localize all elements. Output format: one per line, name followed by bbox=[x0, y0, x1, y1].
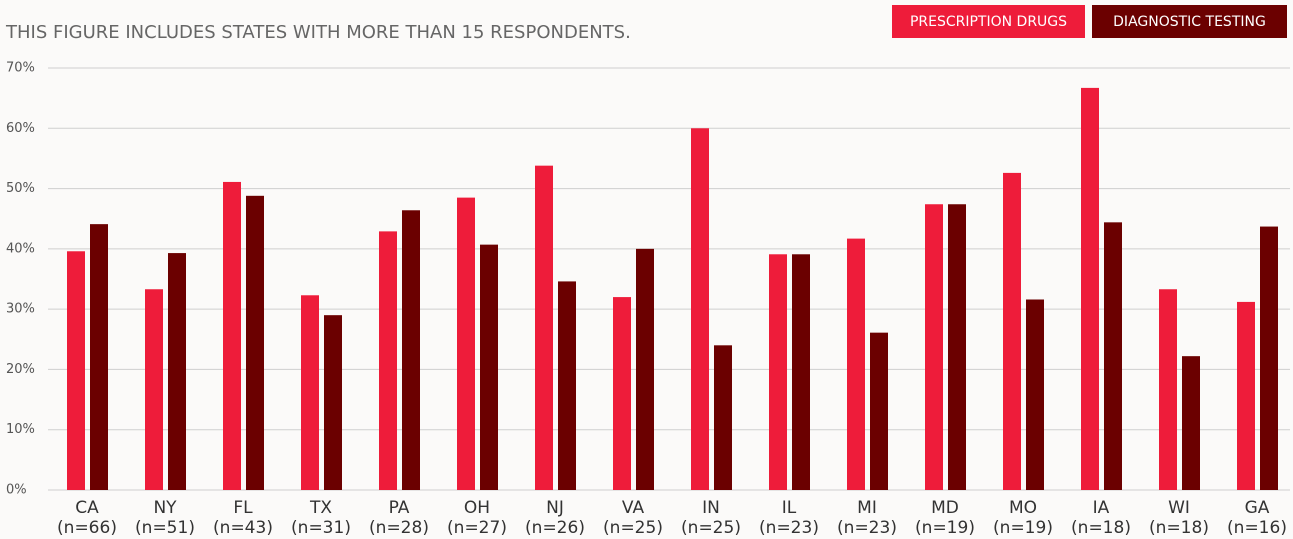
bar bbox=[847, 238, 865, 490]
x-tick-note: (n=51) bbox=[135, 518, 195, 538]
x-tick-note: (n=31) bbox=[291, 518, 351, 538]
bar bbox=[769, 254, 787, 490]
y-tick-label: 0% bbox=[6, 483, 27, 498]
x-tick-note: (n=19) bbox=[915, 518, 975, 538]
x-tick-label: GA bbox=[1245, 498, 1270, 518]
bar bbox=[691, 128, 709, 491]
x-tick-label: IL bbox=[782, 498, 797, 518]
x-tick-label: VA bbox=[622, 498, 645, 518]
x-tick-note: (n=26) bbox=[525, 518, 585, 538]
x-tick-label: NJ bbox=[546, 498, 564, 518]
x-tick-note: (n=66) bbox=[57, 518, 117, 538]
bar bbox=[1159, 289, 1177, 490]
y-tick-label: 20% bbox=[6, 362, 35, 377]
bar bbox=[246, 195, 264, 490]
x-tick-label: IA bbox=[1093, 498, 1110, 518]
bar bbox=[1081, 87, 1099, 490]
bar bbox=[1182, 356, 1200, 490]
x-tick-note: (n=43) bbox=[213, 518, 273, 538]
x-tick-note: (n=27) bbox=[447, 518, 507, 538]
bar bbox=[1026, 299, 1044, 490]
bar bbox=[402, 210, 420, 490]
bar bbox=[324, 315, 342, 490]
bar bbox=[168, 253, 186, 490]
bar bbox=[1104, 222, 1122, 490]
bar bbox=[457, 197, 475, 490]
x-tick-label: OH bbox=[464, 498, 490, 518]
legend-swatch bbox=[1092, 5, 1287, 38]
bar bbox=[870, 332, 888, 490]
x-tick-label: MD bbox=[931, 498, 959, 518]
bar bbox=[90, 224, 108, 490]
x-tick-note: (n=19) bbox=[993, 518, 1053, 538]
x-tick-label: TX bbox=[309, 498, 332, 518]
y-tick-label: 70% bbox=[6, 61, 35, 76]
x-tick-note: (n=28) bbox=[369, 518, 429, 538]
x-tick-note: (n=16) bbox=[1227, 518, 1287, 538]
x-tick-label: MI bbox=[857, 498, 877, 518]
bar bbox=[145, 289, 163, 490]
y-tick-label: 10% bbox=[6, 422, 35, 437]
x-tick-note: (n=18) bbox=[1071, 518, 1131, 538]
bar bbox=[301, 295, 319, 490]
y-tick-label: 60% bbox=[6, 121, 35, 136]
x-tick-label: FL bbox=[233, 498, 253, 518]
x-tick-note: (n=25) bbox=[603, 518, 663, 538]
bar bbox=[1260, 226, 1278, 490]
y-tick-label: 30% bbox=[6, 302, 35, 317]
bar bbox=[1237, 301, 1255, 490]
x-tick-label: IN bbox=[702, 498, 720, 518]
y-tick-label: 40% bbox=[6, 241, 35, 256]
x-tick-label: MO bbox=[1009, 498, 1037, 518]
x-tick-label: WI bbox=[1168, 498, 1190, 518]
bar bbox=[535, 165, 553, 491]
bar bbox=[480, 244, 498, 490]
bar bbox=[636, 248, 654, 490]
bar bbox=[714, 345, 732, 490]
bar bbox=[925, 204, 943, 490]
y-tick-label: 50% bbox=[6, 181, 35, 196]
x-tick-note: (n=25) bbox=[681, 518, 741, 538]
x-tick-label: NY bbox=[153, 498, 177, 518]
bar bbox=[223, 181, 241, 490]
chart-subtitle: THIS FIGURE INCLUDES STATES WITH MORE TH… bbox=[5, 22, 631, 43]
legend-swatch bbox=[892, 5, 1085, 38]
x-tick-label: CA bbox=[75, 498, 99, 518]
x-tick-label: PA bbox=[389, 498, 410, 518]
x-tick-note: (n=23) bbox=[837, 518, 897, 538]
legend-label: PRESCRIPTION DRUGS bbox=[910, 14, 1067, 30]
x-tick-note: (n=18) bbox=[1149, 518, 1209, 538]
bar bbox=[792, 254, 810, 490]
bar bbox=[613, 297, 631, 490]
bar bbox=[948, 204, 966, 490]
bar bbox=[379, 231, 397, 491]
bar bbox=[67, 251, 85, 490]
bar bbox=[1003, 172, 1021, 490]
bar bbox=[558, 281, 576, 490]
x-tick-note: (n=23) bbox=[759, 518, 819, 538]
legend-label: DIAGNOSTIC TESTING bbox=[1113, 14, 1266, 30]
